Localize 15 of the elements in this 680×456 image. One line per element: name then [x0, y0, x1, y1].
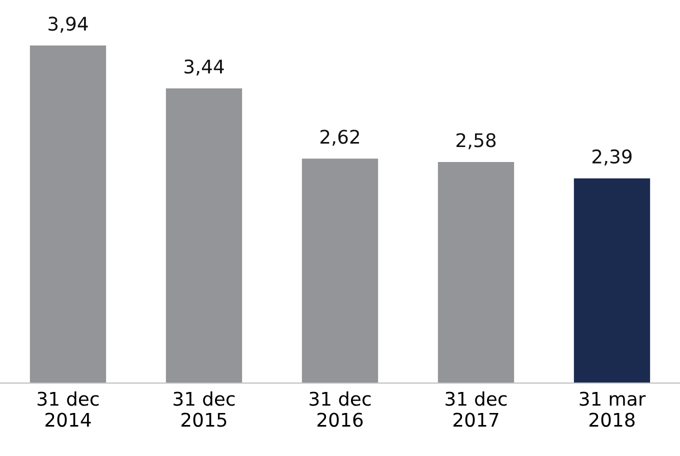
bar [438, 162, 514, 384]
bar [30, 46, 106, 384]
data-label: 2,58 [456, 133, 496, 150]
x-tick-label: 31 dec 2016 [310, 391, 371, 427]
bar [166, 88, 242, 384]
data-label: 3,94 [48, 16, 88, 33]
bar [574, 178, 650, 384]
data-label: 3,44 [184, 59, 224, 76]
data-label: 2,62 [320, 130, 359, 146]
x-tick-label: 31 mar 2018 [580, 392, 646, 427]
x-tick-label: 31 dec 2017 [446, 391, 507, 427]
bar [302, 158, 378, 384]
x-tick-label: 31 dec 2014 [38, 391, 99, 427]
data-label: 2,39 [592, 149, 632, 166]
x-tick-label: 31 dec 2015 [174, 391, 235, 427]
